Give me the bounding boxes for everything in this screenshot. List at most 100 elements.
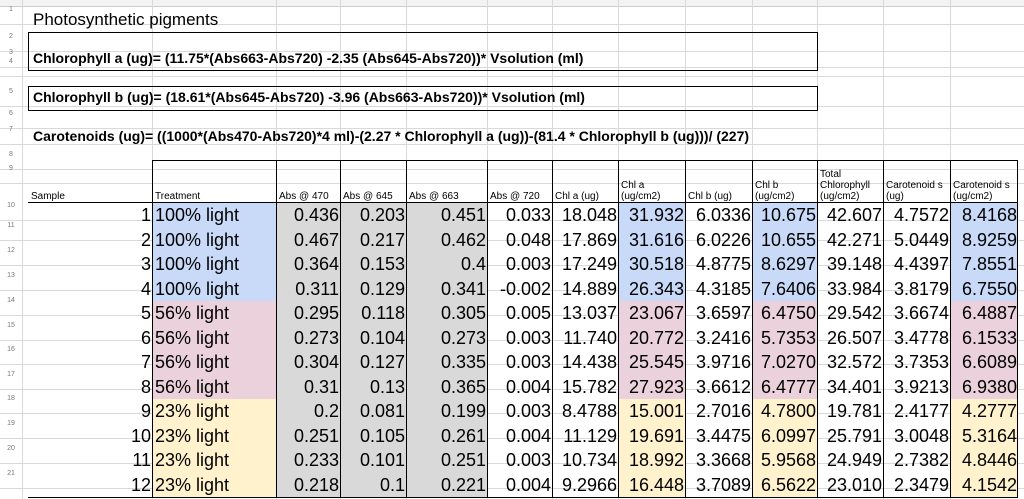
cell-total[interactable]: 34.401 bbox=[817, 374, 883, 399]
cell-car-ug[interactable]: 4.4397 bbox=[883, 252, 950, 277]
cell-abs720[interactable]: 0.003 bbox=[487, 350, 552, 375]
cell-car-cm2[interactable]: 6.4887 bbox=[950, 301, 1018, 326]
cell-chla-cm2[interactable]: 16.448 bbox=[618, 472, 685, 497]
cell-car-ug[interactable]: 5.0449 bbox=[883, 227, 950, 252]
cell-abs720[interactable]: 0.003 bbox=[487, 448, 552, 473]
cell-chlb-cm2[interactable]: 6.4750 bbox=[752, 301, 817, 326]
cell-chla-cm2[interactable]: 31.932 bbox=[618, 203, 685, 228]
cell-total[interactable]: 19.781 bbox=[817, 399, 883, 424]
cell-car-ug[interactable]: 2.4177 bbox=[883, 399, 950, 424]
row-number[interactable]: 20 bbox=[7, 445, 15, 452]
cell-total[interactable]: 42.271 bbox=[817, 227, 883, 252]
cell-chlb-ug[interactable]: 2.7016 bbox=[685, 399, 752, 424]
cell-abs470[interactable]: 0.31 bbox=[276, 374, 340, 399]
cell-sample[interactable]: 11 bbox=[132, 450, 151, 470]
cell-chlb-cm2[interactable]: 6.4777 bbox=[752, 374, 817, 399]
cell-chla-ug[interactable]: 10.734 bbox=[552, 448, 618, 473]
cell-abs720[interactable]: 0.003 bbox=[487, 399, 552, 424]
cell-chla-ug[interactable]: 14.438 bbox=[552, 350, 618, 375]
cell-car-cm2[interactable]: 4.2777 bbox=[950, 399, 1018, 424]
row-number[interactable]: 6 bbox=[9, 110, 13, 117]
cell-chlb-cm2[interactable]: 8.6297 bbox=[752, 252, 817, 277]
cell-abs663[interactable]: 0.251 bbox=[406, 448, 487, 473]
cell-chla-ug[interactable]: 17.249 bbox=[552, 252, 618, 277]
cell-treatment[interactable]: 100% light bbox=[152, 252, 276, 277]
cell-sample[interactable]: 6 bbox=[140, 327, 151, 348]
cell-abs663[interactable]: 0.4 bbox=[406, 252, 487, 277]
cell-abs663[interactable]: 0.335 bbox=[406, 350, 487, 375]
cell-chlb-cm2[interactable]: 10.655 bbox=[752, 227, 817, 252]
cell-treatment[interactable]: 56% light bbox=[152, 301, 276, 326]
cell-abs645[interactable]: 0.129 bbox=[340, 276, 406, 301]
cell-chla-cm2[interactable]: 26.343 bbox=[618, 276, 685, 301]
cell-chla-ug[interactable]: 14.889 bbox=[552, 276, 618, 301]
cell-chla-cm2[interactable]: 31.616 bbox=[618, 227, 685, 252]
row-number[interactable]: 3 bbox=[9, 49, 13, 56]
cell-abs663[interactable]: 0.221 bbox=[406, 472, 487, 497]
cell-treatment[interactable]: 56% light bbox=[152, 374, 276, 399]
cell-chla-cm2[interactable]: 18.992 bbox=[618, 448, 685, 473]
row-number[interactable]: 10 bbox=[7, 202, 15, 209]
formula-carotenoids[interactable]: Carotenoids (ug)= ((1000*(Abs470-Abs720)… bbox=[33, 128, 750, 144]
cell-abs720[interactable]: 0.005 bbox=[487, 301, 552, 326]
header-chlb-cm2[interactable]: Chl b (ug/cm2) bbox=[755, 180, 795, 202]
cell-abs645[interactable]: 0.127 bbox=[340, 350, 406, 375]
cell-treatment[interactable]: 23% light bbox=[152, 423, 276, 448]
cell-treatment[interactable]: 23% light bbox=[152, 399, 276, 424]
cell-total[interactable]: 26.507 bbox=[817, 325, 883, 350]
cell-total[interactable]: 32.572 bbox=[817, 350, 883, 375]
cell-abs645[interactable]: 0.104 bbox=[340, 325, 406, 350]
row-number[interactable]: 19 bbox=[7, 420, 15, 427]
cell-chla-cm2[interactable]: 27.923 bbox=[618, 374, 685, 399]
header-abs645[interactable]: Abs @ 645 bbox=[343, 191, 393, 202]
cell-abs470[interactable]: 0.218 bbox=[276, 472, 340, 497]
cell-chlb-cm2[interactable]: 5.9568 bbox=[752, 448, 817, 473]
cell-abs663[interactable]: 0.261 bbox=[406, 423, 487, 448]
cell-abs470[interactable]: 0.436 bbox=[276, 203, 340, 228]
cell-car-ug[interactable]: 3.0048 bbox=[883, 423, 950, 448]
cell-chlb-ug[interactable]: 3.2416 bbox=[685, 325, 752, 350]
row-number[interactable]: 11 bbox=[7, 222, 15, 229]
cell-abs470[interactable]: 0.364 bbox=[276, 252, 340, 277]
cell-chlb-cm2[interactable]: 7.0270 bbox=[752, 350, 817, 375]
cell-chlb-ug[interactable]: 3.4475 bbox=[685, 423, 752, 448]
row-number[interactable]: 9 bbox=[9, 165, 13, 172]
cell-car-cm2[interactable]: 5.3164 bbox=[950, 423, 1018, 448]
cell-sample[interactable]: 9 bbox=[140, 401, 151, 421]
cell-car-ug[interactable]: 3.9213 bbox=[883, 374, 950, 399]
cell-abs470[interactable]: 0.251 bbox=[276, 423, 340, 448]
cell-total[interactable]: 39.148 bbox=[817, 252, 883, 277]
cell-chla-ug[interactable]: 11.740 bbox=[552, 325, 618, 350]
cell-chla-ug[interactable]: 8.4788 bbox=[552, 399, 618, 424]
cell-chlb-ug[interactable]: 4.8775 bbox=[685, 252, 752, 277]
cell-total[interactable]: 24.949 bbox=[817, 448, 883, 473]
row-number[interactable]: 17 bbox=[7, 371, 15, 378]
cell-abs663[interactable]: 0.462 bbox=[406, 227, 487, 252]
cell-sample[interactable]: 12 bbox=[130, 474, 151, 495]
cell-total[interactable]: 42.607 bbox=[817, 203, 883, 228]
cell-abs663[interactable]: 0.273 bbox=[406, 325, 487, 350]
header-abs470[interactable]: Abs @ 470 bbox=[279, 191, 329, 202]
cell-total[interactable]: 33.984 bbox=[817, 276, 883, 301]
cell-treatment[interactable]: 23% light bbox=[152, 448, 276, 473]
row-number[interactable]: 12 bbox=[7, 247, 15, 254]
cell-chlb-ug[interactable]: 4.3185 bbox=[685, 276, 752, 301]
cell-sample[interactable]: 5 bbox=[140, 303, 151, 323]
cell-chlb-ug[interactable]: 3.9716 bbox=[685, 350, 752, 375]
cell-abs720[interactable]: 0.048 bbox=[487, 227, 552, 252]
cell-chla-cm2[interactable]: 19.691 bbox=[618, 423, 685, 448]
cell-abs663[interactable]: 0.341 bbox=[406, 276, 487, 301]
cell-chla-cm2[interactable]: 15.001 bbox=[618, 399, 685, 424]
cell-abs470[interactable]: 0.311 bbox=[276, 276, 340, 301]
cell-chla-cm2[interactable]: 25.545 bbox=[618, 350, 685, 375]
cell-car-ug[interactable]: 2.7382 bbox=[883, 448, 950, 473]
cell-sample[interactable]: 4 bbox=[140, 278, 151, 299]
cell-chla-ug[interactable]: 17.869 bbox=[552, 227, 618, 252]
cell-total[interactable]: 23.010 bbox=[817, 472, 883, 497]
cell-sample[interactable]: 2 bbox=[140, 229, 151, 250]
cell-abs663[interactable]: 0.451 bbox=[406, 203, 487, 228]
cell-chlb-cm2[interactable]: 7.6406 bbox=[752, 276, 817, 301]
row-number[interactable]: 7 bbox=[9, 126, 13, 133]
cell-abs470[interactable]: 0.2 bbox=[276, 399, 340, 424]
header-car-ug[interactable]: Carotenoid s (ug) bbox=[886, 180, 943, 202]
